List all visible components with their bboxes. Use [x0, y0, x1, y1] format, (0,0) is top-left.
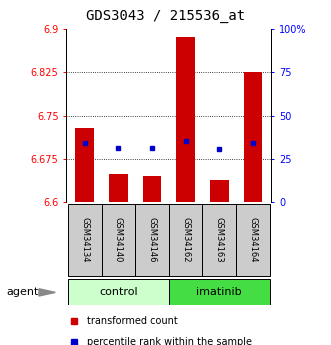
Text: GSM34134: GSM34134: [80, 217, 89, 263]
Bar: [143, 176, 161, 202]
Text: imatinib: imatinib: [197, 287, 242, 297]
Bar: [169, 279, 270, 305]
Bar: [236, 204, 270, 276]
Text: transformed count: transformed count: [87, 316, 177, 326]
Bar: [75, 128, 94, 202]
Text: GDS3043 / 215536_at: GDS3043 / 215536_at: [86, 9, 245, 23]
Bar: [244, 72, 262, 202]
Bar: [176, 37, 195, 202]
Text: GSM34163: GSM34163: [215, 217, 224, 263]
Bar: [68, 279, 169, 305]
Polygon shape: [39, 289, 55, 296]
Text: control: control: [99, 287, 138, 297]
Text: GSM34164: GSM34164: [249, 217, 258, 263]
Bar: [210, 180, 228, 202]
Text: GSM34140: GSM34140: [114, 217, 123, 263]
Text: GSM34146: GSM34146: [148, 217, 157, 263]
Bar: [135, 204, 169, 276]
Bar: [203, 204, 236, 276]
Text: GSM34162: GSM34162: [181, 217, 190, 263]
Bar: [68, 204, 102, 276]
Bar: [102, 204, 135, 276]
Bar: [169, 204, 203, 276]
Text: percentile rank within the sample: percentile rank within the sample: [87, 337, 252, 345]
Bar: [109, 174, 127, 202]
Text: agent: agent: [7, 287, 39, 297]
